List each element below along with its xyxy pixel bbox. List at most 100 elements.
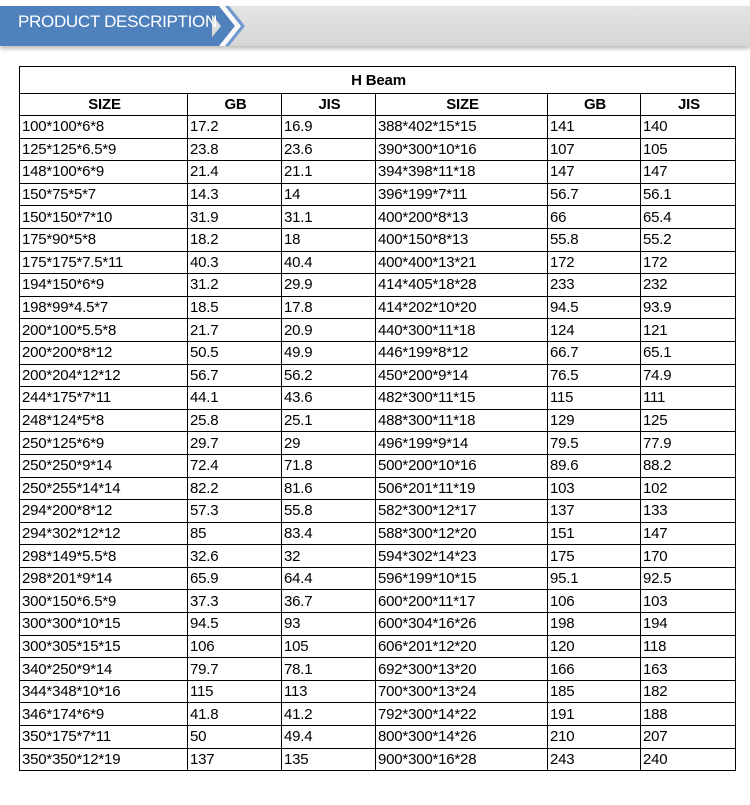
- cell-gb-2: 89.6: [547, 453, 641, 478]
- table-header-row: SIZE GB JIS SIZE GB JIS: [19, 93, 736, 116]
- cell-gb: 21.7: [187, 318, 282, 342]
- cell-jis: 18: [281, 227, 376, 252]
- cell-size-2: 700*300*13*24: [375, 679, 548, 704]
- cell-jis: 93: [281, 612, 376, 636]
- cell-size-2: 594*302*14*23: [375, 544, 548, 568]
- cell-size: 294*200*8*12: [19, 499, 188, 523]
- cell-gb: 40.3: [187, 250, 282, 275]
- cell-jis: 55.8: [281, 499, 376, 523]
- cell-size-2: 488*300*11*18: [375, 408, 548, 433]
- cell-gb: 94.5: [187, 612, 282, 636]
- cell-size: 300*305*15*15: [19, 634, 188, 659]
- cell-size-2: 450*200*9*14: [375, 363, 548, 388]
- table-row: 300*300*10*15 94.5 93 600*304*16*26 198 194: [19, 612, 736, 636]
- cell-gb-2: 175: [547, 544, 641, 568]
- cell-size: 248*124*5*8: [19, 408, 188, 433]
- cell-jis: 56.2: [281, 363, 376, 388]
- chevron-right-icon: [205, 6, 245, 46]
- table-row: 300*150*6.5*9 37.3 36.7 600*200*11*17 106 103: [19, 589, 736, 614]
- table-row: 194*150*6*9 31.2 29.9 414*405*18*28 233 232: [19, 273, 736, 297]
- cell-size-2: 506*201*11*19: [375, 476, 548, 501]
- cell-jis: 31.1: [281, 205, 376, 229]
- cell-gb: 65.9: [187, 566, 282, 591]
- cell-size: 350*175*7*11: [19, 725, 188, 749]
- cell-size-2: 500*200*10*16: [375, 453, 548, 478]
- cell-size: 300*300*10*15: [19, 612, 188, 636]
- cell-jis: 21.1: [281, 160, 376, 184]
- section-banner: PRODUCT DESCRIPTION: [0, 6, 750, 46]
- table-row: 100*100*6*8 17.2 16.9 388*402*15*15 141 140: [19, 115, 736, 139]
- cell-size-2: 600*304*16*26: [375, 612, 548, 636]
- cell-size-2: 596*199*10*15: [375, 566, 548, 591]
- cell-jis-2: 133: [640, 499, 736, 523]
- cell-gb: 41.8: [187, 702, 282, 727]
- h-beam-table: H Beam SIZE GB JIS SIZE GB JIS 100*100*6…: [19, 66, 736, 772]
- cell-jis-2: 194: [640, 612, 736, 636]
- cell-jis-2: 118: [640, 634, 736, 659]
- cell-jis-2: 170: [640, 544, 736, 568]
- cell-gb: 115: [187, 679, 282, 704]
- table-row: 248*124*5*8 25.8 25.1 488*300*11*18 129 125: [19, 408, 736, 433]
- cell-size: 298*149*5.5*8: [19, 544, 188, 568]
- cell-gb-2: 66: [547, 205, 641, 229]
- cell-size-2: 588*300*12*20: [375, 521, 548, 546]
- cell-gb-2: 106: [547, 589, 641, 614]
- cell-size: 175*175*7.5*11: [19, 250, 188, 275]
- cell-gb-2: 137: [547, 499, 641, 523]
- cell-gb: 37.3: [187, 589, 282, 614]
- cell-jis: 40.4: [281, 250, 376, 275]
- cell-size: 200*200*8*12: [19, 340, 188, 365]
- cell-jis-2: 65.1: [640, 340, 736, 365]
- table-row: 344*348*10*16 115 113 700*300*13*24 185 182: [19, 679, 736, 704]
- cell-gb-2: 76.5: [547, 363, 641, 388]
- cell-jis-2: 182: [640, 679, 736, 704]
- cell-size: 194*150*6*9: [19, 273, 188, 297]
- cell-jis: 43.6: [281, 386, 376, 410]
- cell-gb-2: 115: [547, 386, 641, 410]
- table-body: 100*100*6*8 17.2 16.9 388*402*15*15 141 140 12…: [19, 115, 736, 772]
- table-row: 250*125*6*9 29.7 29 496*199*9*14 79.5 77.9: [19, 431, 736, 455]
- cell-size-2: 414*202*10*20: [375, 295, 548, 320]
- cell-size-2: 582*300*12*17: [375, 499, 548, 523]
- cell-gb: 21.4: [187, 160, 282, 184]
- cell-jis: 81.6: [281, 476, 376, 501]
- cell-jis: 113: [281, 679, 376, 704]
- cell-jis-2: 147: [640, 160, 736, 184]
- table-title: H Beam: [19, 66, 736, 94]
- cell-gb-2: 107: [547, 137, 641, 162]
- cell-jis: 17.8: [281, 295, 376, 320]
- cell-gb-2: 103: [547, 476, 641, 501]
- cell-gb: 85: [187, 521, 282, 546]
- header-gb-2: GB: [547, 93, 641, 116]
- cell-size-2: 400*150*8*13: [375, 227, 548, 252]
- cell-jis-2: 88.2: [640, 453, 736, 478]
- cell-gb-2: 56.7: [547, 182, 641, 207]
- table-row: 125*125*6.5*9 23.8 23.6 390*300*10*16 107 105: [19, 137, 736, 162]
- cell-gb: 106: [187, 634, 282, 659]
- cell-size-2: 792*300*14*22: [375, 702, 548, 727]
- cell-jis-2: 56.1: [640, 182, 736, 207]
- cell-jis: 49.4: [281, 725, 376, 749]
- cell-gb-2: 243: [547, 747, 641, 772]
- table-row: 250*250*9*14 72.4 71.8 500*200*10*16 89.6 88.…: [19, 453, 736, 478]
- cell-size: 244*175*7*11: [19, 386, 188, 410]
- cell-jis-2: 188: [640, 702, 736, 727]
- cell-gb-2: 120: [547, 634, 641, 659]
- cell-jis: 83.4: [281, 521, 376, 546]
- cell-jis-2: 207: [640, 725, 736, 749]
- cell-size: 200*100*5.5*8: [19, 318, 188, 342]
- cell-size: 250*250*9*14: [19, 453, 188, 478]
- cell-jis-2: 74.9: [640, 363, 736, 388]
- cell-jis-2: 147: [640, 521, 736, 546]
- cell-jis: 14: [281, 182, 376, 207]
- table-row: 346*174*6*9 41.8 41.2 792*300*14*22 191 188: [19, 702, 736, 727]
- cell-gb-2: 191: [547, 702, 641, 727]
- cell-size: 150*150*7*10: [19, 205, 188, 229]
- cell-size-2: 606*201*12*20: [375, 634, 548, 659]
- cell-jis-2: 93.9: [640, 295, 736, 320]
- table-row: 350*350*12*19 137 135 900*300*16*28 243 240: [19, 747, 736, 772]
- cell-gb-2: 124: [547, 318, 641, 342]
- cell-size-2: 390*300*10*16: [375, 137, 548, 162]
- cell-gb-2: 166: [547, 657, 641, 681]
- cell-gb: 31.2: [187, 273, 282, 297]
